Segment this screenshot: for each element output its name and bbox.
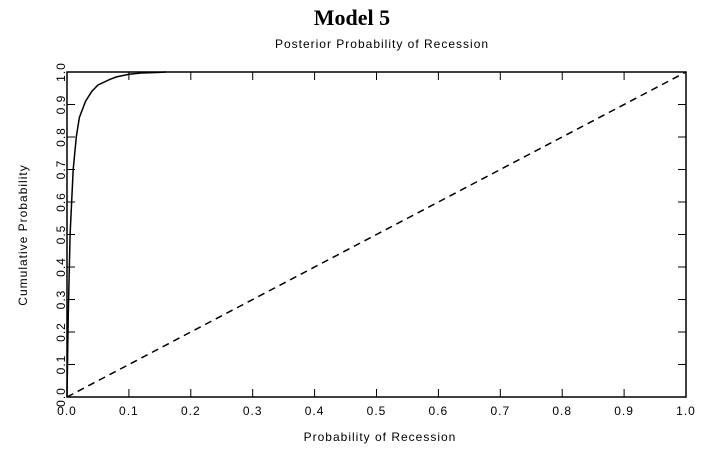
y-tick-label: 0.5 — [54, 225, 68, 245]
y-axis-label: Cumulative Probability — [16, 164, 30, 305]
y-tick-label: 0.4 — [54, 257, 68, 277]
y-tick-label: 0.2 — [54, 322, 68, 342]
y-tick-label: 0.8 — [54, 127, 68, 147]
x-tick-label: 0.8 — [552, 404, 572, 418]
x-tick-label: 0.9 — [614, 404, 634, 418]
y-tick-label: 0.0 — [54, 387, 68, 407]
x-tick-label: 0.1 — [119, 404, 139, 418]
y-tick-label: 0.9 — [54, 95, 68, 115]
series-line — [66, 71, 687, 398]
x-tick-label: 0.2 — [181, 404, 201, 418]
x-tick-label: 0.0 — [57, 404, 77, 418]
y-tick-label: 0.3 — [54, 290, 68, 310]
y-tick-label: 0.6 — [54, 192, 68, 212]
x-tick-label: 0.3 — [243, 404, 263, 418]
x-tick-label: 0.6 — [429, 404, 449, 418]
y-tick-label: 1.0 — [54, 62, 68, 82]
chart-subtitle: Posterior Probability of Recession — [275, 37, 489, 51]
y-tick-label: 0.7 — [54, 160, 68, 180]
x-axis-label: Probability of Recession — [304, 430, 457, 444]
x-tick-label: 0.7 — [490, 404, 510, 418]
x-tick-label: 0.4 — [305, 404, 325, 418]
x-tick-label: 1.0 — [676, 404, 696, 418]
x-tick-label: 0.5 — [367, 404, 387, 418]
y-tick-label: 0.1 — [54, 355, 68, 375]
chart-title: Model 5 — [314, 5, 390, 30]
series-line — [66, 71, 167, 398]
